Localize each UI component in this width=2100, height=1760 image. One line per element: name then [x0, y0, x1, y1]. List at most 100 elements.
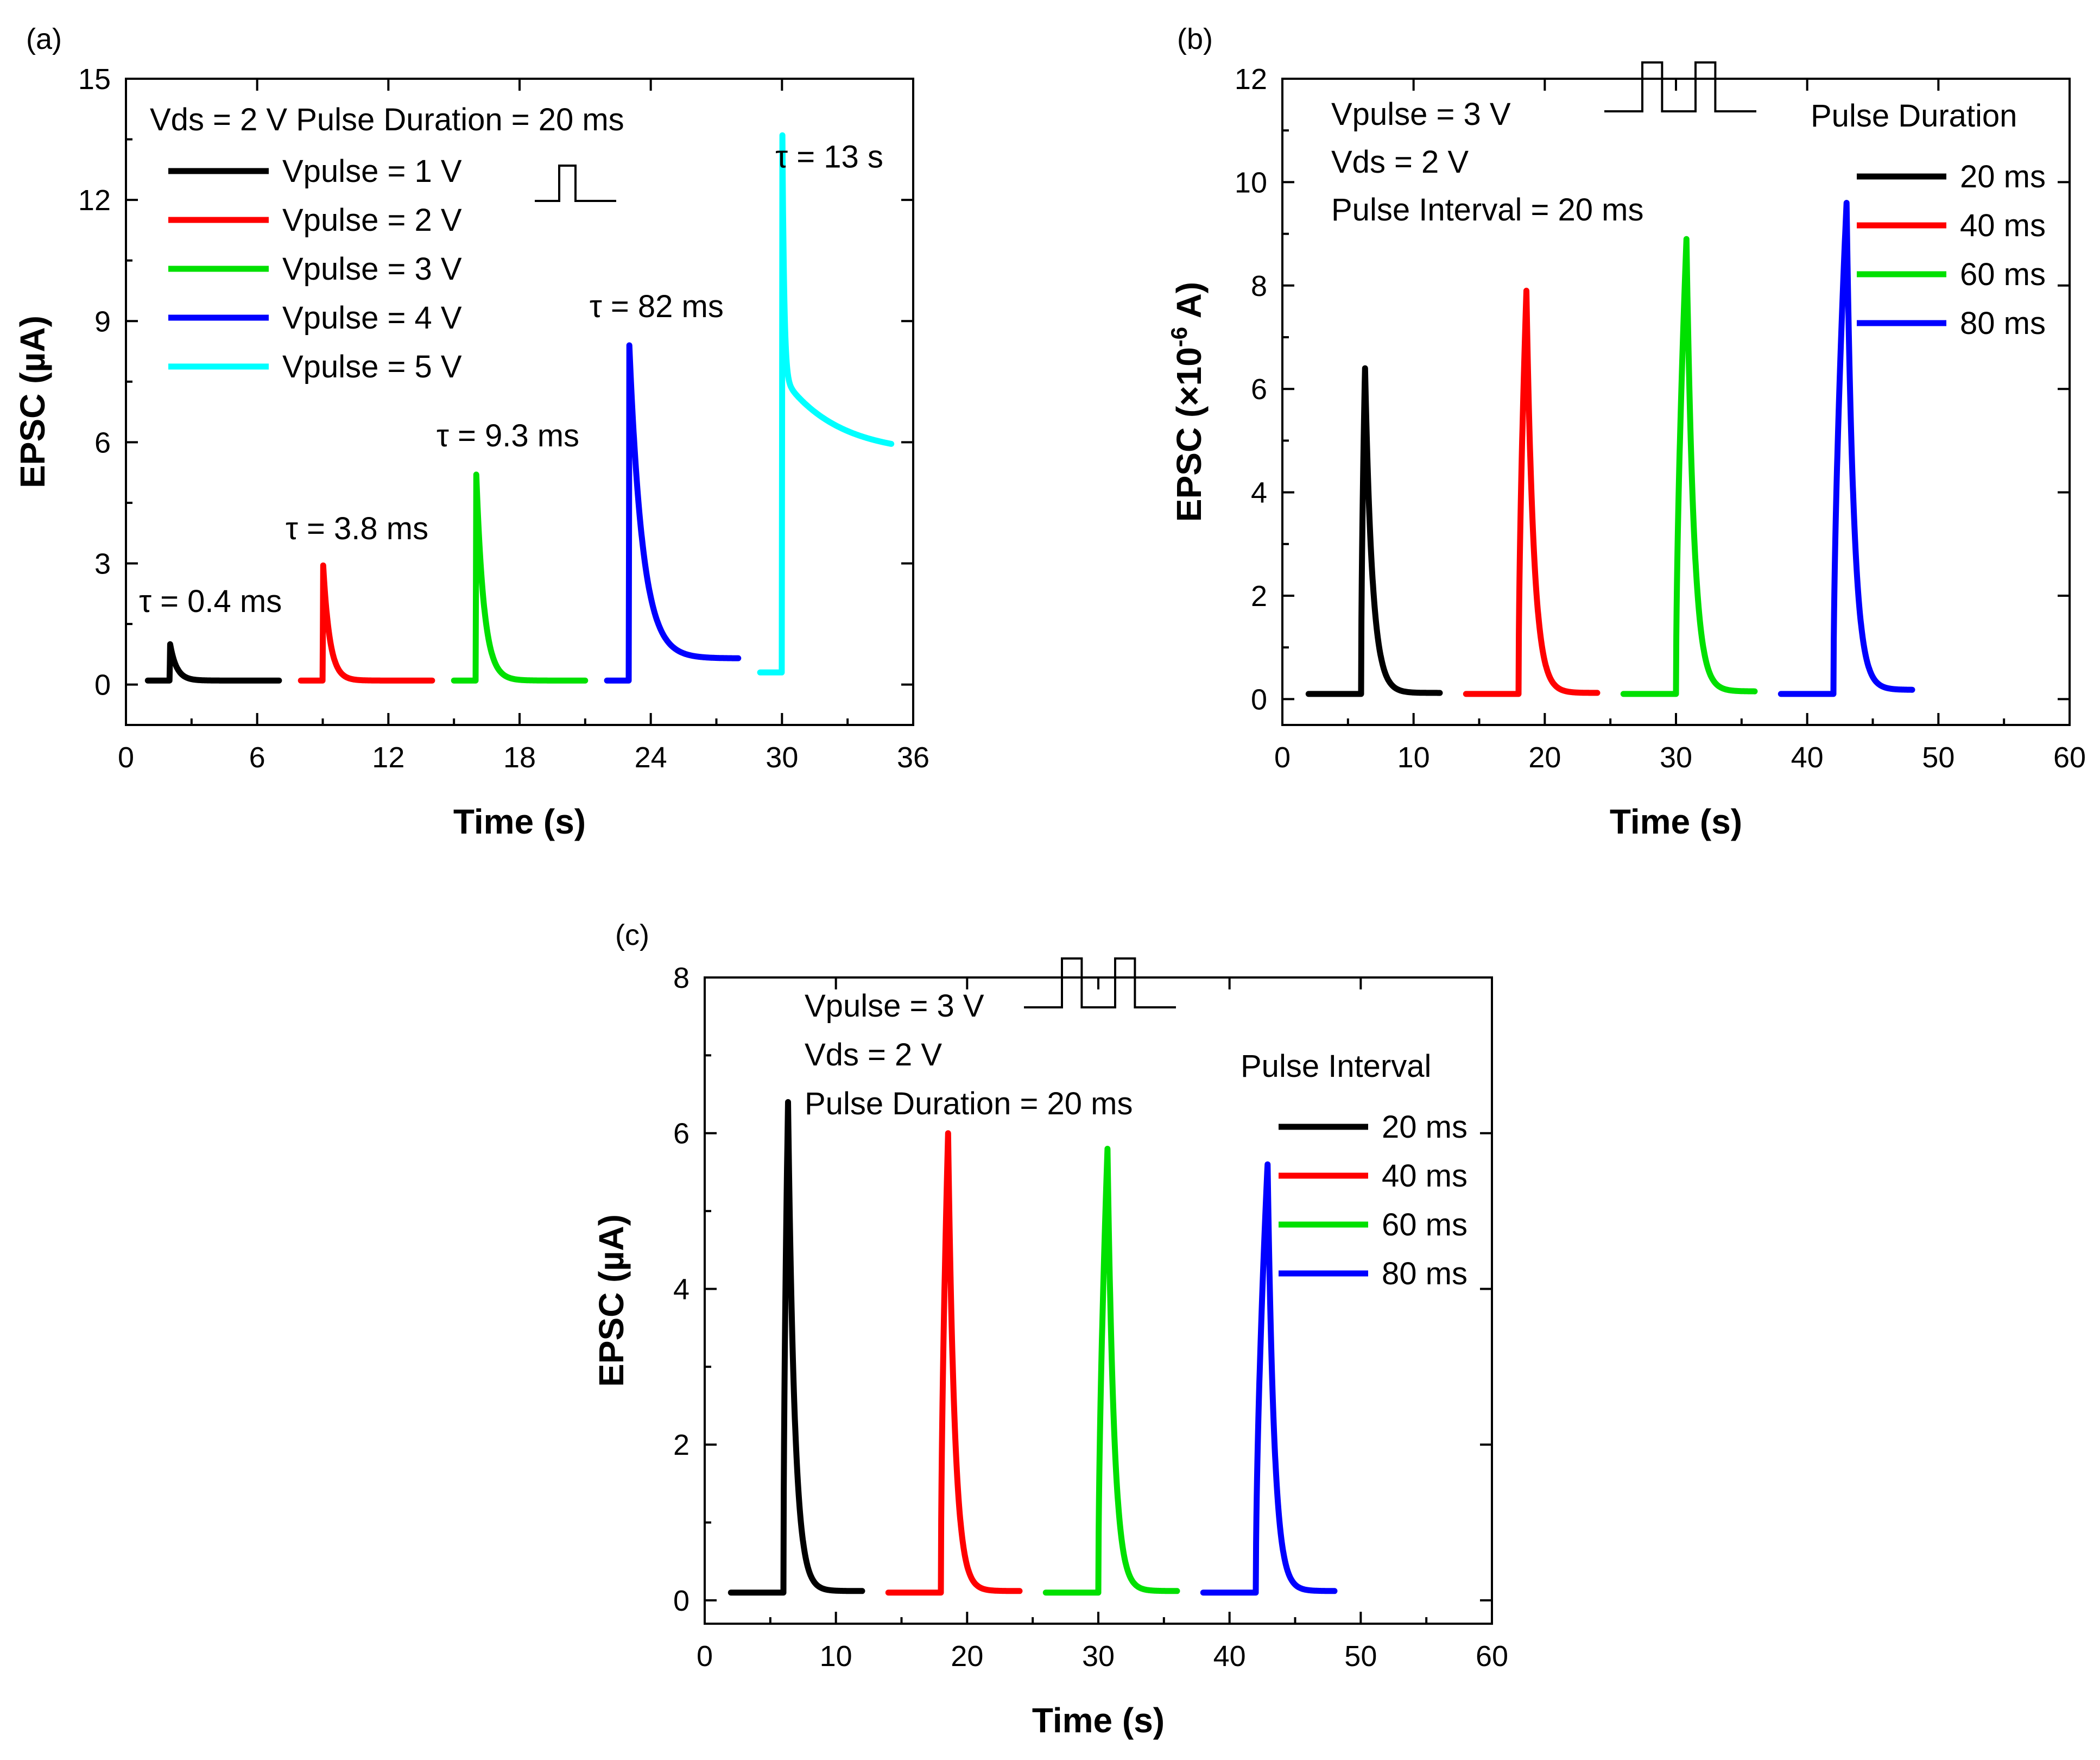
info-text-b-1: Vpulse = 3 V — [1331, 97, 1511, 132]
legend-label-a-2: Vpulse = 2 V — [282, 203, 462, 238]
y-axis-title-c: EPSC (µA) — [592, 1214, 631, 1387]
x-tick-label-b-4: 40 — [1791, 741, 1824, 774]
legend-label-c-4: 80 ms — [1382, 1256, 1468, 1291]
x-tick-label-a-4: 24 — [635, 741, 667, 774]
series-line-c-4 — [1200, 1161, 1338, 1596]
y-tick-label-b-4: 8 — [1251, 270, 1267, 302]
info-text-c-2: Vds = 2 V — [805, 1037, 942, 1073]
pulse-waveform-icon-b — [1604, 61, 1756, 112]
y-tick-label-b-6: 12 — [1235, 63, 1267, 96]
y-tick-label-b-0: 0 — [1251, 683, 1267, 716]
tau-label-a-4: τ = 82 ms — [590, 289, 724, 324]
legend-label-b-2: 40 ms — [1960, 208, 2046, 243]
pulse-waveform-icon-c — [1024, 957, 1176, 1008]
y-tick-label-c-0: 0 — [673, 1585, 690, 1617]
series-line-a-4 — [604, 342, 742, 684]
x-tick-label-c-1: 10 — [820, 1640, 852, 1673]
y-tick-label-c-2: 4 — [673, 1273, 690, 1305]
y-tick-label-a-3: 9 — [94, 305, 111, 338]
legend-label-b-3: 60 ms — [1960, 257, 2046, 292]
series-group-c — [728, 1099, 1338, 1596]
legend-label-b-1: 20 ms — [1960, 159, 2046, 194]
x-tick-label-c-4: 40 — [1213, 1640, 1246, 1673]
x-tick-label-b-0: 0 — [1274, 741, 1291, 774]
legend-label-c-3: 60 ms — [1382, 1207, 1468, 1242]
series-line-c-1 — [728, 1099, 865, 1596]
panel-b: (b) 0 10 20 30 40 50 60 0 2 4 6 8 10 12 Time (s) EPSC (×… — [1166, 23, 2086, 841]
x-tick-label-c-5: 50 — [1344, 1640, 1377, 1673]
x-axis-title-c: Time (s) — [1032, 1701, 1165, 1740]
series-group-b — [1305, 200, 1915, 697]
x-tick-label-c-6: 60 — [1476, 1640, 1508, 1673]
x-axis-title-b: Time (s) — [1610, 802, 1742, 841]
series-group-a — [144, 132, 895, 684]
y-tick-label-b-2: 4 — [1251, 477, 1267, 509]
legend-label-a-4: Vpulse = 4 V — [282, 300, 462, 336]
legend-label-c-2: 40 ms — [1382, 1158, 1468, 1194]
x-tick-label-b-3: 30 — [1660, 741, 1692, 774]
series-line-a-1 — [144, 641, 282, 684]
tau-label-a-5: τ = 13 s — [775, 140, 883, 175]
y-axis-title-sup-b: -6 — [1166, 327, 1192, 347]
info-text-c-3: Pulse Duration = 20 ms — [805, 1086, 1133, 1121]
y-tick-label-b-3: 6 — [1251, 373, 1267, 406]
panel-label-b: (b) — [1177, 23, 1213, 55]
y-tick-label-b-1: 2 — [1251, 580, 1267, 613]
y-tick-label-c-4: 8 — [673, 962, 690, 994]
y-axis-title-a: EPSC (µA) — [13, 316, 52, 488]
x-tick-label-c-2: 20 — [951, 1640, 983, 1673]
legend-label-b-4: 80 ms — [1960, 306, 2046, 341]
series-line-b-4 — [1778, 200, 1915, 697]
x-tick-label-c-3: 30 — [1082, 1640, 1115, 1673]
series-line-b-1 — [1305, 365, 1443, 697]
x-tick-label-a-5: 30 — [766, 741, 798, 774]
series-line-b-3 — [1620, 236, 1758, 697]
series-line-a-5 — [757, 132, 895, 676]
y-tick-label-c-1: 2 — [673, 1429, 690, 1461]
legend-label-c-1: 20 ms — [1382, 1109, 1468, 1145]
y-tick-label-a-5: 15 — [78, 63, 111, 96]
tau-label-a-1: τ = 0.4 ms — [139, 584, 282, 619]
y-tick-label-a-1: 3 — [94, 548, 111, 581]
y-tick-label-a-0: 0 — [94, 669, 111, 702]
info-text-b-3: Pulse Interval = 20 ms — [1331, 192, 1643, 228]
y-axis-title-suffix-b: A) — [1169, 282, 1209, 327]
legend-label-a-3: Vpulse = 3 V — [282, 251, 462, 287]
y-axis-title-b: EPSC (×10-6 A) — [1166, 282, 1209, 522]
y-tick-label-c-3: 6 — [673, 1118, 690, 1150]
x-tick-label-a-6: 36 — [897, 741, 929, 774]
x-axis-title-a: Time (s) — [453, 802, 586, 841]
legend-label-a-5: Vpulse = 5 V — [282, 349, 462, 384]
info-text-a-1: Vds = 2 V Pulse Duration = 20 ms — [150, 102, 624, 137]
x-tick-label-b-5: 50 — [1922, 741, 1954, 774]
tau-label-a-2: τ = 3.8 ms — [286, 511, 428, 546]
series-line-c-2 — [885, 1130, 1023, 1596]
x-tick-label-a-2: 12 — [372, 741, 404, 774]
x-tick-label-c-0: 0 — [697, 1640, 713, 1673]
legend-title-b: Pulse Duration — [1811, 98, 2017, 134]
panel-label-c: (c) — [615, 919, 649, 951]
legend-label-a-1: Vpulse = 1 V — [282, 154, 462, 189]
info-text-c-1: Vpulse = 3 V — [805, 988, 984, 1024]
x-tick-label-b-6: 60 — [2053, 741, 2086, 774]
y-tick-label-a-2: 6 — [94, 426, 111, 459]
x-tick-label-b-2: 20 — [1528, 741, 1561, 774]
y-axis-title-main-b: EPSC (×10 — [1169, 347, 1209, 522]
x-tick-label-a-3: 18 — [503, 741, 536, 774]
series-line-c-3 — [1042, 1145, 1180, 1596]
info-text-b-2: Vds = 2 V — [1331, 144, 1469, 180]
x-tick-label-a-1: 6 — [249, 741, 265, 774]
panel-label-a: (a) — [26, 23, 62, 55]
y-tick-label-b-5: 10 — [1235, 166, 1267, 199]
x-tick-label-b-1: 10 — [1397, 741, 1430, 774]
pulse-waveform-icon-a — [535, 165, 616, 202]
y-tick-label-a-4: 12 — [78, 184, 111, 217]
tau-label-a-3: τ = 9.3 ms — [437, 418, 579, 453]
series-line-a-3 — [451, 471, 589, 684]
legend-title-c: Pulse Interval — [1241, 1049, 1431, 1084]
panel-c: (c) 0 10 20 30 40 50 60 0 2 4 6 8 Time (s) EPSC (µA) Vp… — [592, 919, 1508, 1740]
x-tick-label-a-0: 0 — [118, 741, 134, 774]
